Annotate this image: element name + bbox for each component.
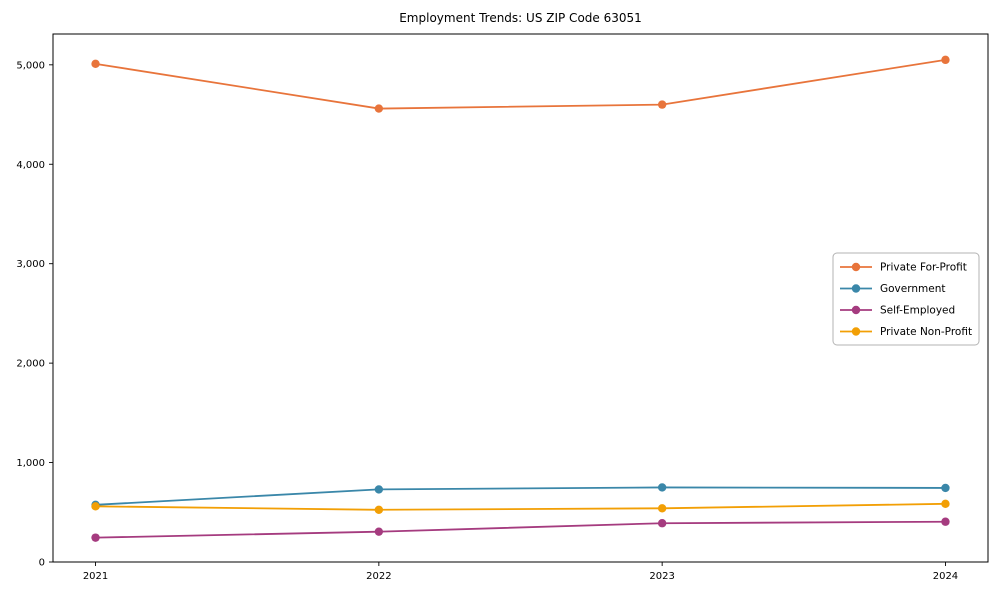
series-line-private-non-profit [94, 502, 947, 511]
legend-marker-private-for-profit [851, 262, 861, 272]
data-point-private-for-profit-2024 [941, 55, 950, 65]
y-tick-label: 3,000 [16, 259, 45, 270]
legend: Private For-Profit Government Self-Employe… [832, 252, 980, 346]
legend-label-private-for-profit: Private For-Profit [880, 262, 967, 274]
x-tick-label: 2022 [366, 571, 391, 582]
data-point-self-employed-2024 [941, 517, 950, 526]
data-point-private-non-profit-2021 [91, 502, 100, 511]
y-tick-label: 4,000 [16, 160, 45, 171]
y-tick-label: 0 [39, 558, 45, 569]
data-point-private-non-profit-2024 [941, 499, 950, 509]
legend-label-self-employed: Self-Employed [880, 305, 955, 317]
plot-frame [52, 33, 989, 563]
data-point-private-non-profit-2022 [374, 505, 384, 514]
data-point-self-employed-2023 [657, 519, 667, 528]
series-line-self-employed [94, 520, 947, 539]
legend-marker-private-non-profit [851, 327, 861, 336]
series-line-government [94, 486, 947, 506]
data-point-private-for-profit-2022 [374, 104, 384, 113]
x-tick-label: 2021 [83, 571, 108, 582]
x-tick-label: 2024 [933, 571, 958, 582]
legend-marker-government [851, 284, 861, 293]
y-tick-label: 5,000 [16, 60, 45, 71]
data-point-government-2023 [657, 483, 667, 492]
series-line-private-for-profit [94, 58, 947, 110]
y-tick-label: 1,000 [16, 458, 45, 469]
legend-marker-self-employed [851, 305, 861, 315]
legend-label-government: Government [880, 283, 945, 295]
data-point-government-2024 [941, 483, 950, 493]
data-point-private-for-profit-2021 [91, 59, 100, 69]
data-point-self-employed-2022 [374, 527, 384, 536]
data-point-private-non-profit-2023 [657, 504, 667, 513]
legend-label-private-non-profit: Private Non-Profit [880, 326, 972, 338]
legend-box [832, 252, 980, 346]
chart-title: Employment Trends: US ZIP Code 63051 [399, 11, 642, 25]
x-tick-label: 2023 [649, 571, 674, 582]
data-point-self-employed-2021 [91, 533, 100, 542]
data-point-government-2022 [374, 485, 384, 494]
data-point-private-for-profit-2023 [657, 100, 667, 109]
y-tick-label: 2,000 [16, 359, 45, 370]
